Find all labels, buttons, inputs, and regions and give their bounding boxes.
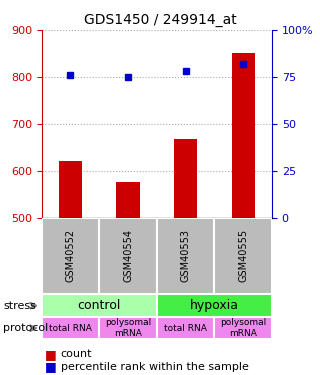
Text: GSM40552: GSM40552 <box>65 230 76 282</box>
Text: control: control <box>77 299 121 312</box>
Text: polysomal
mRNA: polysomal mRNA <box>220 318 266 338</box>
Text: total RNA: total RNA <box>164 324 207 333</box>
Bar <box>232 53 255 217</box>
FancyBboxPatch shape <box>99 217 157 294</box>
Text: polysomal
mRNA: polysomal mRNA <box>105 318 151 338</box>
FancyBboxPatch shape <box>42 294 157 317</box>
FancyBboxPatch shape <box>99 317 157 339</box>
Text: ■: ■ <box>45 348 57 361</box>
FancyBboxPatch shape <box>157 294 272 317</box>
Text: protocol: protocol <box>3 323 48 333</box>
Text: hypoxia: hypoxia <box>190 299 239 312</box>
Bar <box>59 161 82 218</box>
Text: percentile rank within the sample: percentile rank within the sample <box>61 362 249 372</box>
Text: GDS1450 / 249914_at: GDS1450 / 249914_at <box>84 13 236 27</box>
FancyBboxPatch shape <box>214 317 272 339</box>
Text: total RNA: total RNA <box>49 324 92 333</box>
FancyBboxPatch shape <box>42 217 99 294</box>
Text: count: count <box>61 350 92 359</box>
FancyBboxPatch shape <box>42 317 99 339</box>
FancyBboxPatch shape <box>214 217 272 294</box>
FancyBboxPatch shape <box>157 217 214 294</box>
Text: ■: ■ <box>45 360 57 373</box>
Text: stress: stress <box>3 301 36 310</box>
FancyBboxPatch shape <box>157 317 214 339</box>
Text: GSM40555: GSM40555 <box>238 230 248 282</box>
Bar <box>116 182 140 218</box>
Bar <box>174 139 197 218</box>
Text: GSM40554: GSM40554 <box>123 230 133 282</box>
Text: GSM40553: GSM40553 <box>180 230 191 282</box>
